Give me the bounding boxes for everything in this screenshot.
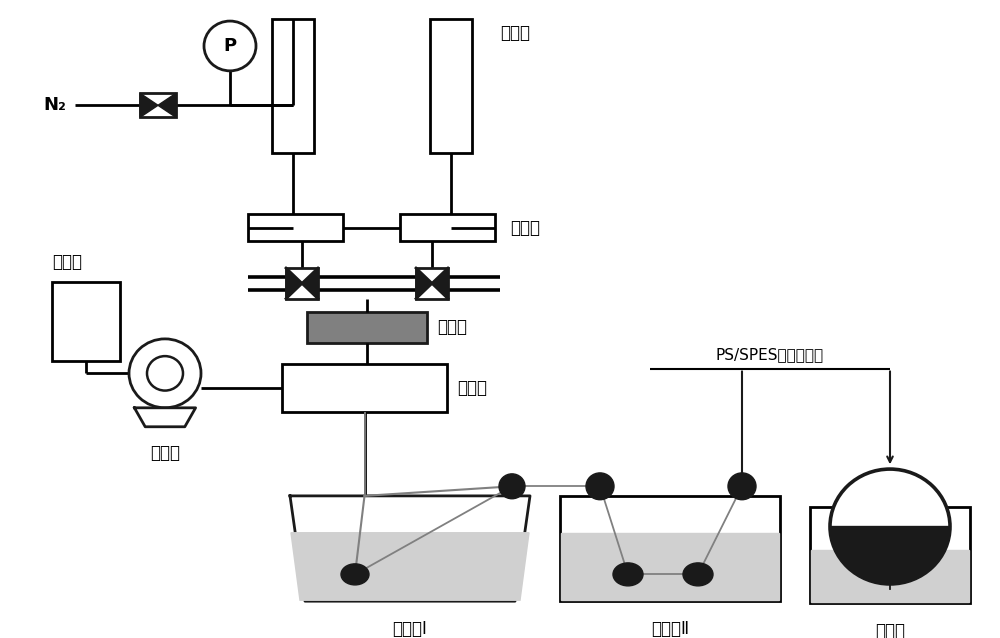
Text: P: P [223, 37, 237, 55]
Bar [52, 283, 120, 361]
Bar [307, 312, 427, 343]
Text: 喂丝头: 喂丝头 [457, 379, 487, 397]
Circle shape [129, 339, 201, 408]
Text: 芝液釜: 芝液釜 [52, 253, 82, 271]
Bar [810, 507, 970, 603]
Polygon shape [134, 408, 196, 427]
Circle shape [586, 473, 614, 500]
Circle shape [499, 474, 525, 499]
Bar [282, 364, 447, 412]
Text: 卷丝机: 卷丝机 [875, 622, 905, 638]
Bar [400, 214, 495, 241]
Text: 计量泵: 计量泵 [437, 318, 467, 336]
Polygon shape [290, 496, 530, 601]
Polygon shape [286, 268, 302, 299]
Polygon shape [561, 533, 779, 600]
Polygon shape [140, 93, 158, 117]
Text: 过滤器: 过滤器 [510, 219, 540, 237]
Polygon shape [416, 268, 432, 299]
Ellipse shape [341, 564, 369, 585]
Ellipse shape [613, 563, 643, 586]
Text: 凝固浴Ⅰ: 凝固浴Ⅰ [393, 620, 427, 638]
Bar [560, 496, 780, 601]
Circle shape [728, 473, 756, 500]
Text: N₂: N₂ [44, 96, 66, 114]
Bar [286, 268, 318, 299]
Polygon shape [302, 268, 318, 299]
Bar [430, 19, 472, 153]
Bar [140, 93, 176, 117]
Polygon shape [291, 533, 529, 600]
Bar [248, 214, 343, 241]
Ellipse shape [683, 563, 713, 586]
Polygon shape [830, 526, 950, 584]
Text: 凝固浴Ⅱ: 凝固浴Ⅱ [651, 620, 689, 638]
Polygon shape [432, 268, 448, 299]
Text: 搞拌釜: 搞拌釜 [500, 24, 530, 42]
Text: PS/SPES中空纤维膜: PS/SPES中空纤维膜 [716, 346, 824, 362]
Text: 螠动泵: 螠动泵 [150, 444, 180, 462]
Bar [416, 268, 448, 299]
Circle shape [147, 356, 183, 390]
Circle shape [830, 469, 950, 584]
Circle shape [204, 21, 256, 71]
Polygon shape [158, 93, 176, 117]
Polygon shape [811, 551, 969, 602]
Bar [272, 19, 314, 153]
